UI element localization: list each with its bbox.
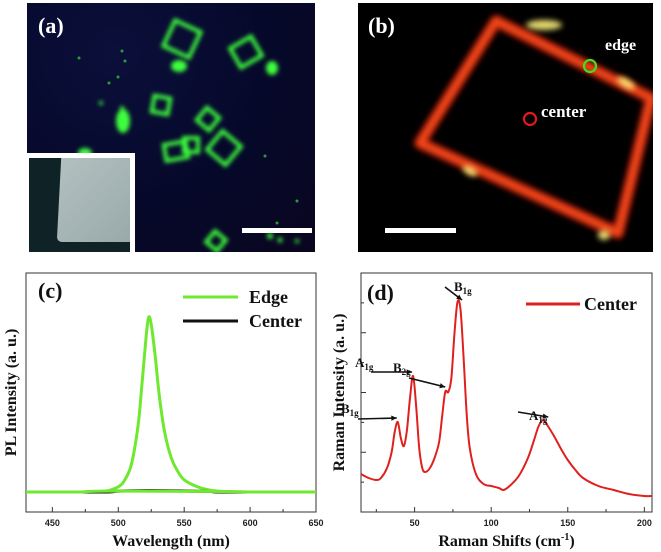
peak-annotation: B2g: [393, 360, 446, 389]
peak-annotation: A1g: [355, 355, 413, 375]
x-tick-label: 450: [45, 518, 60, 528]
center-label: center: [541, 102, 587, 121]
svg-text:A1g: A1g: [529, 408, 548, 425]
x-tick-label: 150: [560, 518, 575, 528]
center-marker-icon: [522, 111, 538, 127]
panel-label-b: (b): [368, 13, 395, 38]
svg-text:A1g: A1g: [355, 355, 374, 372]
raman-map-square: edge center: [414, 15, 653, 240]
scale-bar-a: [242, 228, 312, 233]
sem-inset: [27, 153, 135, 252]
chart-raman-spectrum: 50 100 150 200 Center B1g A1g B2g B1g A1g (d) Raman…: [331, 272, 653, 550]
peak-annotation: B1g: [341, 401, 397, 421]
plot-frame: [25, 272, 317, 513]
y-axis-title: PL Intensity (a. u.): [3, 329, 20, 457]
panel-label-a: (a): [38, 13, 64, 38]
panel-a-fluorescence-image: (a): [27, 3, 315, 252]
x-tick-label: 600: [243, 518, 258, 528]
panel-b-raman-map: edge center (b): [358, 3, 653, 252]
series-line-center: [360, 299, 653, 498]
peak-annotation: B1g: [444, 279, 472, 301]
edge-label: edge: [605, 37, 636, 54]
plot-frame: [360, 272, 653, 513]
panel-label: (d): [367, 280, 394, 305]
svg-text:B2g: B2g: [393, 360, 411, 377]
x-tick-label: 100: [484, 518, 499, 528]
peak-annotation: A1g: [517, 408, 549, 425]
x-axis-title: Raman Shifts (cm-1): [438, 532, 574, 550]
sem-inset-image: [29, 158, 130, 252]
legend-label: Center: [249, 311, 302, 331]
x-axis-title: Wavelength (nm): [112, 533, 230, 550]
fluorescence-microplates: [77, 17, 299, 252]
x-tick-label: 550: [177, 518, 192, 528]
edge-marker-icon: [582, 58, 598, 74]
scale-bar-b: [385, 228, 456, 233]
x-tick-label: 650: [308, 518, 323, 528]
series-line-edge: [25, 315, 317, 494]
chart-pl-spectrum: 450 500 550 600 650 Edge Center (c) Wavelength (…: [3, 272, 324, 550]
x-tick-label: 200: [637, 518, 652, 528]
legend-label: Center: [584, 294, 637, 314]
y-axis-title: Raman Intensity (a. u.): [331, 314, 348, 472]
x-tick-label: 500: [111, 518, 126, 528]
svg-text:B1g: B1g: [454, 279, 472, 296]
legend-label: Edge: [249, 287, 288, 307]
svg-text:B1g: B1g: [341, 401, 359, 418]
x-tick-label: 50: [410, 518, 420, 528]
panel-label: (c): [38, 278, 62, 303]
sem-plate-corner: [56, 158, 130, 242]
